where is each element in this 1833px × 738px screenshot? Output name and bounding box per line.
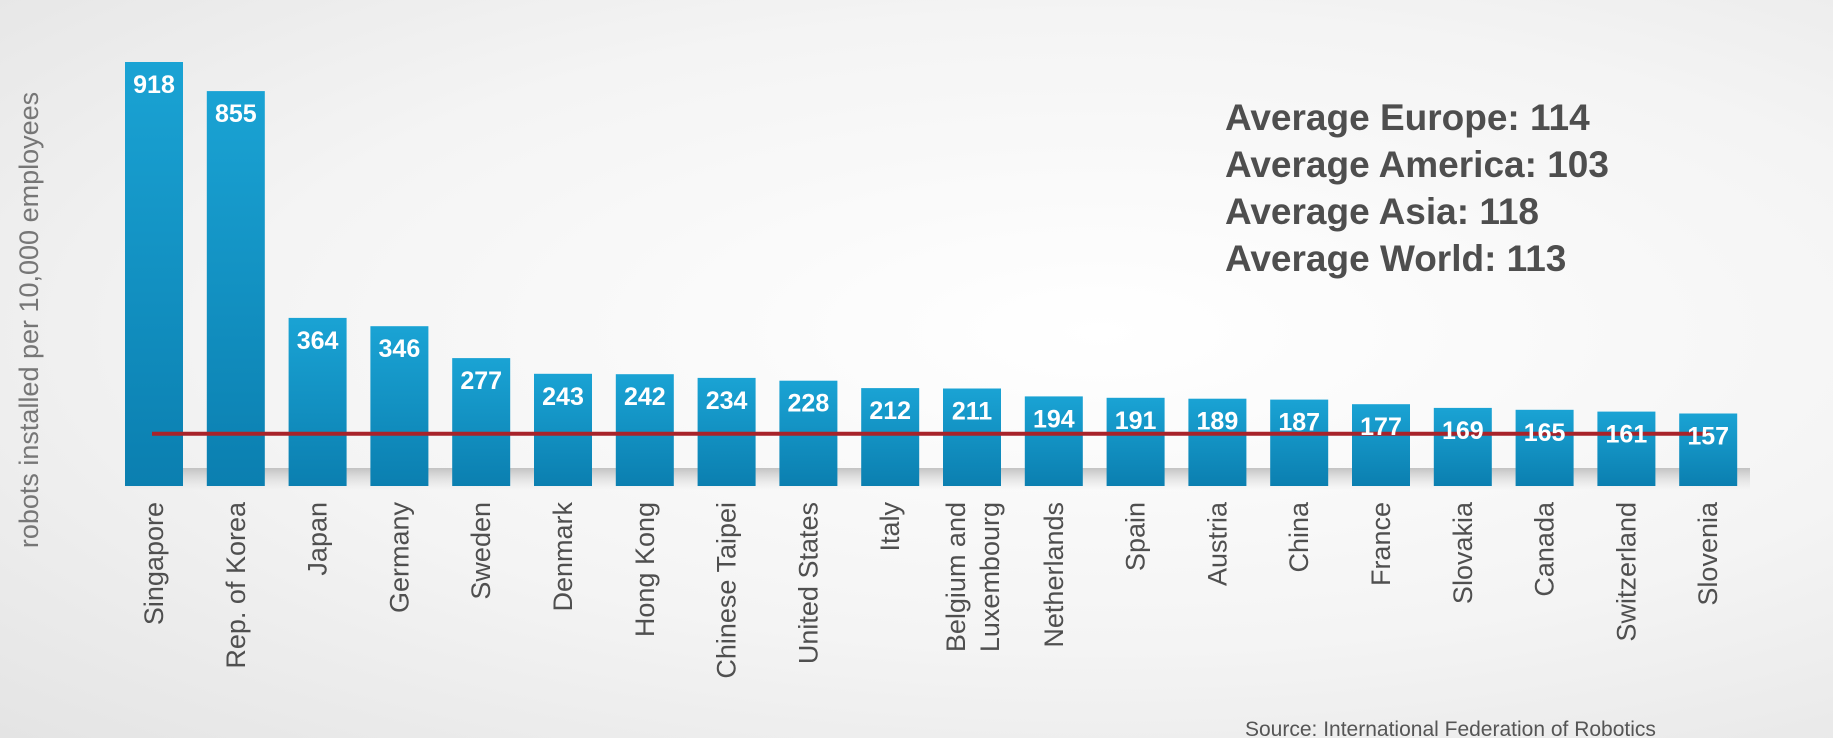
bar-denmark (534, 373, 592, 486)
value-label-switzerland: 161 (1606, 421, 1648, 449)
value-label-rep-of-korea: 855 (215, 100, 257, 128)
bar-canada (1515, 409, 1574, 486)
value-label-slovakia: 169 (1442, 417, 1484, 445)
bar-netherlands (1024, 396, 1083, 486)
bar-france (1352, 404, 1410, 486)
bar-rep-of-korea (206, 91, 265, 486)
category-label-japan: Japan (303, 502, 333, 576)
category-label-netherlands: Netherlands (1039, 502, 1069, 648)
bar-singapore (125, 62, 183, 486)
bar-china (1270, 399, 1329, 486)
value-label-belgium-and-luxembourg: 211 (952, 398, 992, 426)
bar-sweden (452, 358, 511, 486)
bar-germany (370, 326, 429, 486)
category-label-belgium-and-luxembourg: Belgium and Luxembourg (941, 502, 1005, 652)
category-label-singapore: Singapore (139, 502, 169, 625)
value-label-china: 187 (1278, 409, 1320, 437)
value-label-sweden: 277 (460, 367, 502, 395)
value-label-hong-kong: 242 (624, 383, 666, 411)
bar-japan (288, 317, 347, 486)
bar-slovenia (1679, 413, 1738, 486)
category-label-hong-kong: Hong Kong (630, 502, 660, 637)
value-label-slovenia: 157 (1687, 423, 1729, 451)
value-label-denmark: 243 (542, 383, 584, 411)
category-label-austria: Austria (1202, 501, 1232, 586)
value-label-spain: 191 (1115, 407, 1157, 435)
category-label-denmark: Denmark (548, 502, 578, 612)
category-label-slovakia: Slovakia (1448, 501, 1478, 604)
category-label-france: France (1366, 502, 1396, 586)
category-labels-group: Singapore Rep. of Korea Japan Germany Sweden… (139, 501, 1723, 679)
category-label-spain: Spain (1121, 502, 1151, 571)
bar-switzerland (1597, 411, 1656, 486)
category-label-switzerland: Switzerland (1611, 502, 1641, 642)
value-label-austria: 189 (1197, 408, 1239, 436)
category-label-germany: Germany (384, 502, 414, 614)
average-world: Average World: 113 (1225, 238, 1566, 279)
average-europe: Average Europe: 114 (1225, 97, 1590, 138)
value-label-germany: 346 (379, 335, 421, 363)
value-label-italy: 212 (869, 397, 911, 425)
bar-belgium-and-luxembourg (943, 388, 1001, 486)
value-label-netherlands: 194 (1033, 405, 1075, 433)
value-label-japan: 364 (297, 327, 339, 355)
value-label-france: 177 (1360, 413, 1402, 441)
category-label-slovenia: Slovenia (1693, 501, 1723, 606)
category-label-china: China (1284, 501, 1314, 573)
bar-spain (1106, 397, 1165, 486)
average-america: Average America: 103 (1225, 144, 1609, 185)
y-axis-label: robots installed per 10,000 employees (14, 92, 44, 548)
category-label-canada: Canada (1530, 501, 1560, 597)
bar-italy (861, 388, 920, 486)
floor-shadow (125, 468, 1750, 490)
source-note: Source: International Federation of Robo… (1245, 718, 1656, 738)
value-labels-group: 918 855 364 346 277 243 242 234 228 212 211 194 191 1… (133, 71, 1729, 451)
value-label-united-states: 228 (788, 390, 830, 418)
category-label-chinese-taipei: Chinese Taipei (712, 502, 742, 679)
category-label-rep-of-korea: Rep. of Korea (221, 501, 251, 669)
category-label-italy: Italy (875, 502, 905, 552)
category-label-sweden: Sweden (466, 502, 496, 600)
value-label-chinese-taipei: 234 (706, 387, 748, 415)
bar-austria (1188, 398, 1247, 486)
value-label-singapore: 918 (133, 71, 175, 99)
bar-hong-kong (615, 374, 674, 486)
average-asia: Average Asia: 118 (1225, 191, 1539, 232)
value-label-canada: 165 (1524, 419, 1566, 447)
bar-slovakia (1433, 407, 1492, 486)
category-label-united-states: United States (793, 502, 823, 664)
